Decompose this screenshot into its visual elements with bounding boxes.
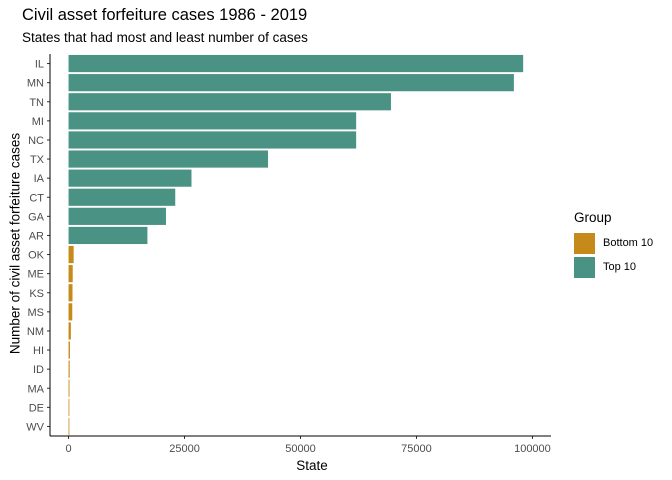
legend-label: Bottom 10	[603, 237, 654, 249]
bar-ct	[68, 188, 176, 206]
bar-tx	[68, 150, 269, 168]
legend-swatch	[574, 232, 595, 254]
bar-mn	[68, 74, 514, 92]
x-tick-label: 50000	[285, 443, 316, 455]
bars-layer	[68, 54, 524, 436]
y-axis-ticks: IL MN TN MI NC TX IA CT GA AR OK ME KS MS NM HI ID MA DE WV	[26, 59, 50, 433]
bar-ga	[68, 207, 166, 225]
bar-ms	[68, 303, 73, 321]
bar-wv	[68, 417, 70, 436]
bar-ks	[68, 284, 73, 302]
y-tick-label: IL	[35, 59, 44, 71]
y-tick-label: MI	[32, 116, 44, 128]
y-tick-label: CT	[29, 192, 44, 204]
bar-ma	[68, 379, 70, 397]
y-tick-label: MA	[28, 383, 45, 395]
y-tick-label: HI	[33, 345, 44, 357]
x-tick-label: 0	[65, 443, 71, 455]
y-tick-label: AR	[29, 230, 44, 242]
y-tick-label: MN	[27, 78, 44, 90]
bar-nc	[68, 131, 357, 149]
y-tick-label: IA	[34, 173, 45, 185]
y-tick-label: WV	[26, 421, 44, 433]
y-tick-label: NM	[27, 326, 44, 338]
legend-item-top-10: Top 10	[574, 255, 653, 279]
x-axis-ticks: 0 25000 50000 75000 100000	[65, 436, 551, 455]
bar-tn	[68, 93, 391, 111]
y-tick-label: NC	[28, 135, 44, 147]
y-tick-label: TN	[29, 97, 44, 109]
bar-mi	[68, 112, 357, 130]
legend: Group Bottom 10 Top 10	[574, 210, 653, 279]
y-tick-label: DE	[29, 402, 44, 414]
legend-title: Group	[574, 210, 612, 225]
chart-title: Civil asset forfeiture cases 1986 - 2019	[22, 6, 308, 24]
y-tick-label: OK	[28, 250, 45, 262]
y-axis-label: Number of civil asset forfeiture cases	[7, 132, 23, 355]
chart-subtitle: States that had most and least number of…	[22, 30, 308, 45]
x-tick-label: 75000	[401, 443, 432, 455]
y-tick-label: ID	[33, 364, 44, 376]
legend-label: Top 10	[603, 261, 637, 273]
y-tick-label: TX	[30, 154, 45, 166]
x-tick-label: 25000	[169, 443, 200, 455]
bar-nm	[68, 322, 71, 340]
x-axis-label: State	[296, 458, 328, 473]
y-tick-label: MS	[28, 307, 45, 319]
bar-ia	[68, 169, 192, 187]
y-tick-label: KS	[29, 288, 44, 300]
bar-me	[68, 265, 73, 283]
bar-de	[68, 398, 70, 416]
bar-id	[68, 360, 70, 378]
bar-ar	[68, 226, 148, 245]
bar-hi	[68, 341, 70, 359]
bar-ok	[68, 245, 74, 264]
y-tick-label: ME	[28, 269, 45, 281]
y-tick-label: GA	[28, 211, 45, 223]
bar-il	[68, 54, 524, 73]
x-tick-label: 100000	[514, 443, 551, 455]
legend-swatch	[574, 256, 595, 278]
legend-item-bottom-10: Bottom 10	[574, 231, 653, 255]
